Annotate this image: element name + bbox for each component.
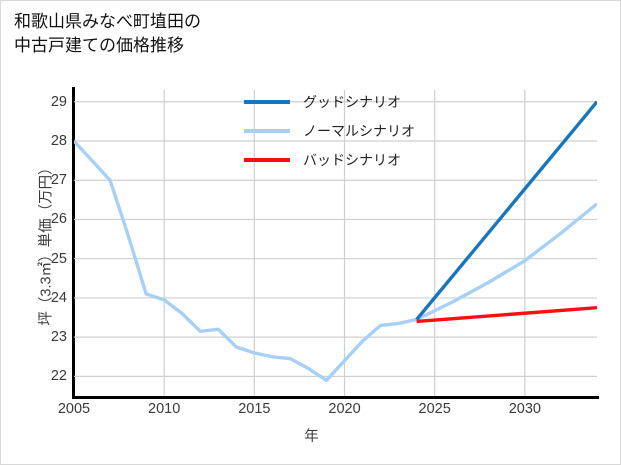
- x-axis-tick-label: 2020: [328, 401, 361, 417]
- x-axis-line: [72, 396, 599, 399]
- x-axis-tick-label: 2015: [238, 401, 271, 417]
- x-axis-tick-label: 2030: [508, 401, 541, 417]
- chart-legend: グッドシナリオ ノーマルシナリオ バッドシナリオ: [244, 93, 415, 169]
- x-axis-tick-label: 2010: [148, 401, 181, 417]
- page-title: 和歌山県みなべ町埴田の 中古戸建ての価格推移: [14, 12, 201, 56]
- legend-item-label: ノーマルシナリオ: [303, 123, 415, 139]
- y-axis-tick-label: 25: [50, 250, 67, 267]
- y-axis-tick-label: 28: [50, 133, 67, 149]
- y-axis-tick-label: 26: [50, 211, 67, 228]
- legend-item[interactable]: グッドシナリオ: [244, 93, 415, 111]
- legend-color-swatch: [244, 157, 290, 163]
- y-axis-tick-label: 24: [50, 289, 67, 306]
- legend-color-swatch: [244, 128, 290, 134]
- legend-item[interactable]: バッドシナリオ: [244, 151, 415, 169]
- y-axis-label: 坪（3.3㎡）単価（万円）: [38, 160, 55, 326]
- series-line: [74, 139, 597, 383]
- x-axis-tick-label: 2005: [57, 401, 91, 417]
- legend-color-swatch: [244, 99, 290, 105]
- y-axis-tick-label: 29: [50, 93, 67, 110]
- series-canvas: [74, 90, 597, 396]
- plot-area: [74, 90, 597, 396]
- legend-item-label: グッドシナリオ: [303, 94, 401, 110]
- y-axis-tick-label: 22: [50, 368, 67, 385]
- y-axis-tick-label: 27: [50, 172, 67, 189]
- y-axis-label-holder: 坪（3.3㎡）単価（万円）: [23, 90, 55, 396]
- y-axis-line: [72, 87, 75, 399]
- y-axis-tick-labels: 22 23 24 25 26 27 28 29: [27, 1, 67, 464]
- series-line: [416, 306, 597, 324]
- legend-item[interactable]: ノーマルシナリオ: [244, 122, 415, 140]
- series-line: [415, 100, 597, 321]
- x-axis-label: 年: [304, 429, 319, 445]
- y-axis-tick-label: 23: [50, 329, 67, 346]
- legend-item-label: バッドシナリオ: [303, 152, 401, 168]
- x-axis-tick-label: 2025: [418, 401, 451, 417]
